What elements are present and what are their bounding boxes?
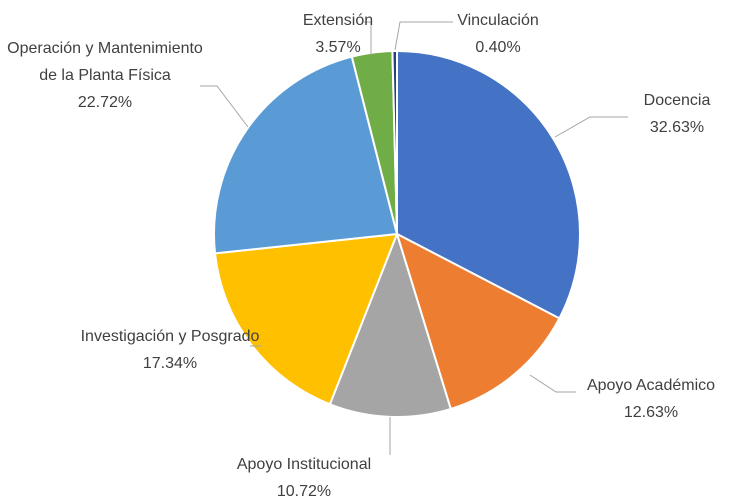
value-label: 3.57% (315, 39, 361, 56)
value-label: 17.34% (142, 355, 198, 372)
value-label: 10.72% (276, 483, 332, 500)
pie-slice (213, 55, 399, 255)
pie-slice (213, 232, 399, 406)
slice-label: Docencia 32.63% (617, 87, 737, 141)
slice-label: Apoyo Institucional 10.72% (204, 451, 404, 500)
category-label: Docencia (643, 92, 711, 109)
category-label: Investigación y Posgrado (80, 328, 260, 345)
slice-label: Operación y Mantenimiento de la Planta F… (5, 35, 205, 116)
leader-line (200, 85, 249, 128)
category-label: Vinculación (457, 12, 539, 29)
category-label: Extensión (302, 12, 374, 29)
value-label: 32.63% (649, 119, 705, 136)
category-label: Operación y Mantenimiento de la Planta F… (7, 40, 203, 84)
category-label: Apoyo Académico (586, 377, 716, 394)
slice-label: Extensión 3.57% (283, 7, 393, 61)
pie-slice (396, 49, 581, 320)
leader-line (529, 374, 576, 393)
value-label: 12.63% (623, 404, 679, 421)
category-label: Apoyo Institucional (236, 456, 372, 473)
value-label: 22.72% (77, 94, 133, 111)
slice-label: Apoyo Académico 12.63% (561, 372, 741, 426)
leader-line (394, 21, 453, 51)
pie-slice (328, 230, 452, 418)
slice-label: Vinculación 0.40% (443, 7, 553, 61)
leader-line (364, 21, 372, 55)
pie-slice (391, 49, 398, 235)
leader-line (554, 116, 628, 138)
slice-label: Investigación y Posgrado 17.34% (80, 323, 260, 377)
value-label: 0.40% (475, 39, 521, 56)
